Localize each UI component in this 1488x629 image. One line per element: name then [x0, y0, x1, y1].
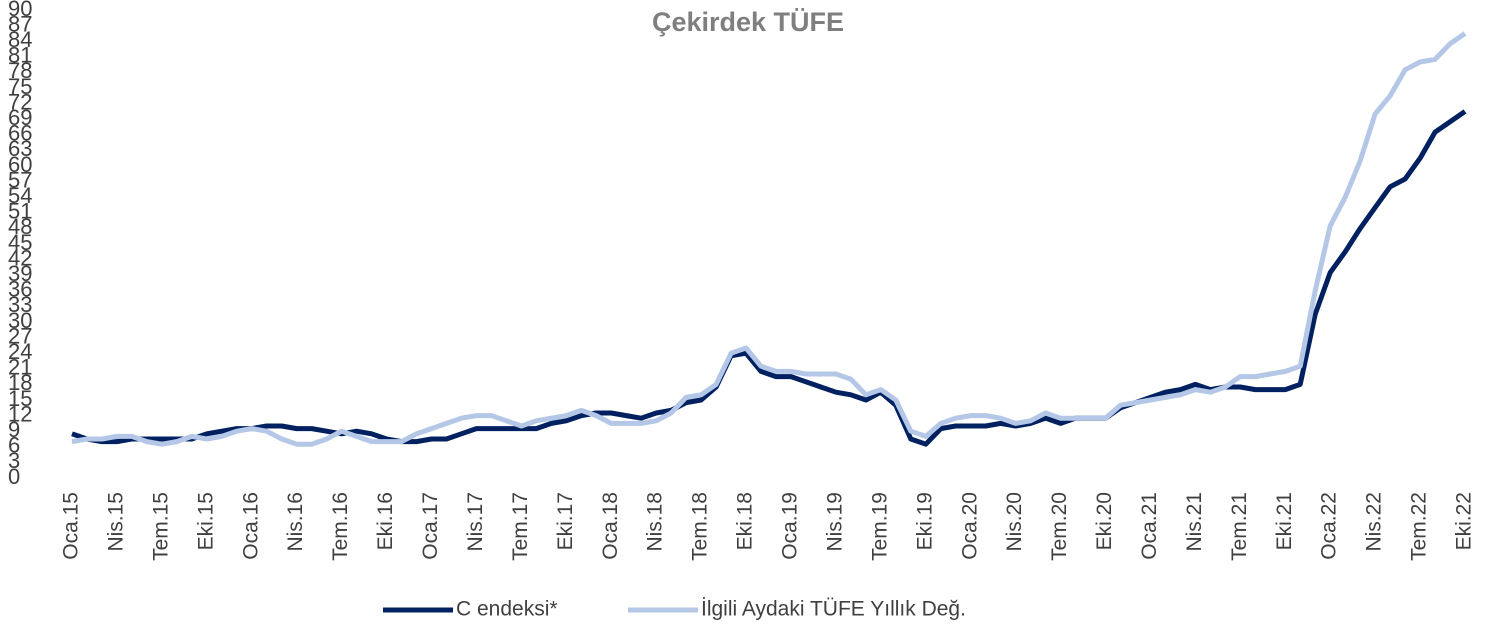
y-tick-label: 0 — [8, 464, 20, 489]
x-tick-label: Oca.17 — [419, 492, 442, 560]
y-tick-label: 57 — [8, 167, 32, 192]
x-tick-label: Eki.16 — [374, 492, 397, 550]
x-tick-label: Eki.17 — [554, 492, 577, 550]
x-tick-label: Tem.16 — [329, 492, 352, 561]
y-tick-label: 42 — [8, 245, 32, 270]
x-tick-label: Oca.19 — [779, 492, 802, 560]
legend-label: C endeksi* — [456, 598, 558, 621]
x-tick-label: Oca.21 — [1138, 492, 1161, 560]
y-tick-label: 66 — [8, 121, 32, 146]
x-tick-label: Tem.19 — [868, 492, 891, 561]
chart-title: Çekirdek TÜFE — [652, 7, 844, 37]
y-tick-label: 6 — [8, 433, 20, 458]
y-tick-label: 30 — [8, 308, 32, 333]
y-tick-label: 18 — [8, 370, 32, 395]
y-tick-label: 48 — [8, 214, 32, 239]
y-tick-label: 12 — [8, 401, 32, 426]
x-tick-label: Tem.15 — [149, 492, 172, 561]
y-tick-label: 39 — [8, 261, 32, 286]
y-tick-label: 27 — [8, 323, 32, 348]
y-tick-label: 75 — [8, 74, 32, 99]
x-tick-label: Eki.21 — [1273, 492, 1296, 550]
y-tick-label: 72 — [8, 89, 32, 114]
x-tick-label: Eki.20 — [1093, 492, 1116, 550]
x-tick-label: Oca.16 — [239, 492, 262, 560]
x-tick-label: Nis.17 — [464, 492, 487, 552]
series-line — [71, 109, 1467, 447]
x-tick-label: Nis.19 — [823, 492, 846, 552]
x-tick-label: Eki.15 — [194, 492, 217, 550]
x-tick-label: Tem.17 — [509, 492, 532, 561]
x-tick-label: Oca.18 — [599, 492, 622, 560]
x-tick-label: Tem.22 — [1408, 492, 1431, 561]
x-tick-label: Nis.15 — [104, 492, 127, 552]
x-tick-label: Nis.18 — [644, 492, 667, 552]
y-tick-label: 9 — [8, 417, 20, 442]
y-tick-label: 21 — [8, 355, 32, 380]
x-tick-label: Eki.19 — [913, 492, 936, 550]
y-tick-label: 81 — [8, 43, 32, 68]
x-tick-label: Oca.20 — [958, 492, 981, 560]
x-tick-label: Nis.16 — [284, 492, 307, 552]
x-tick-label: Nis.21 — [1183, 492, 1206, 552]
x-tick-label: Eki.22 — [1453, 492, 1476, 550]
y-tick-label: 60 — [8, 152, 32, 177]
y-tick-label: 78 — [8, 58, 32, 83]
y-tick-label: 69 — [8, 105, 32, 130]
x-tick-label: Oca.22 — [1318, 492, 1341, 560]
legend-label: İlgili Aydaki TÜFE Yıllık Değ. — [701, 598, 966, 621]
y-tick-label: 87 — [8, 11, 32, 36]
y-tick-label: 24 — [8, 339, 32, 364]
y-tick-label: 84 — [8, 27, 32, 52]
series-line — [71, 31, 1467, 447]
x-tick-label: Nis.22 — [1363, 492, 1386, 552]
y-tick-label: 63 — [8, 136, 32, 161]
y-tick-label: 33 — [8, 292, 32, 317]
y-tick-label: 15 — [8, 386, 32, 411]
x-tick-label: Nis.20 — [1003, 492, 1026, 552]
x-tick-label: Tem.21 — [1228, 492, 1251, 561]
y-tick-label: 45 — [8, 230, 32, 255]
y-tick-label: 3 — [8, 448, 20, 473]
y-tick-label: 51 — [8, 199, 32, 224]
x-tick-label: Eki.18 — [734, 492, 757, 550]
y-tick-label: 90 — [8, 0, 32, 21]
x-tick-label: Oca.15 — [60, 492, 83, 560]
x-tick-label: Tem.18 — [689, 492, 712, 561]
y-tick-label: 54 — [8, 183, 32, 208]
y-tick-label: 36 — [8, 277, 32, 302]
x-tick-label: Tem.20 — [1048, 492, 1071, 561]
